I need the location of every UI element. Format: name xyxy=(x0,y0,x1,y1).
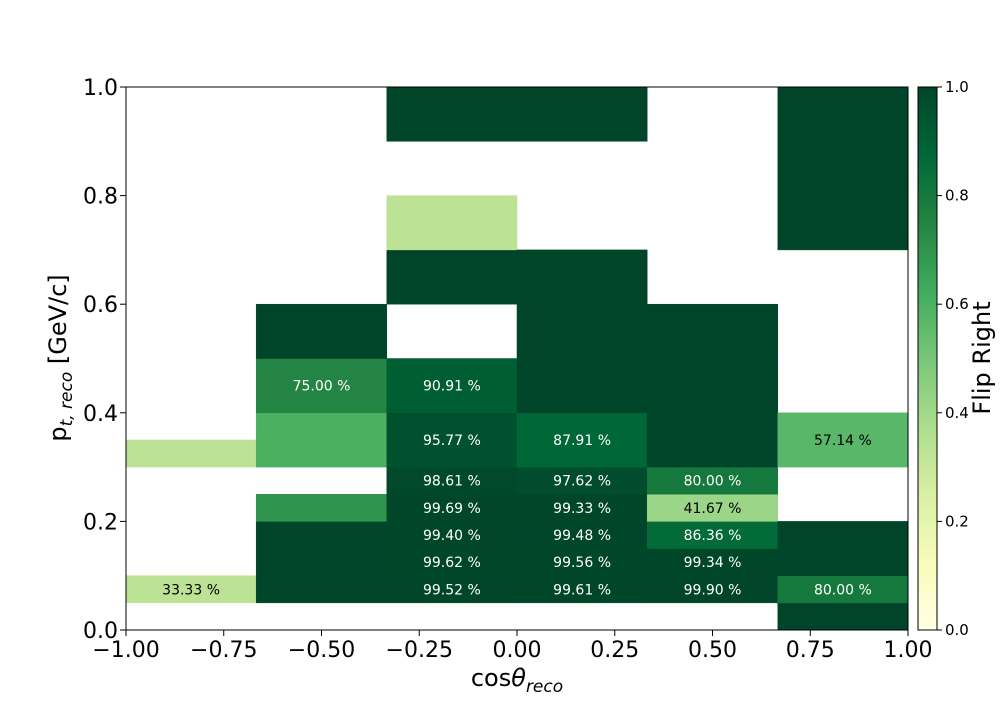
heatmap-cell-18 xyxy=(386,86,518,142)
colorbar-title: Flip Right xyxy=(968,301,996,414)
x-tick-label-0: −1.00 xyxy=(92,638,159,663)
x-tick-label-4: 0.00 xyxy=(493,638,542,663)
heatmap-cell-19 xyxy=(516,575,648,604)
heatmap-cell-27 xyxy=(516,249,648,305)
cell-label-19: 99.61 % xyxy=(553,582,611,598)
y-axis-ticks: 0.0 0.2 0.4 0.6 0.8 1.0 xyxy=(83,76,126,644)
cell-label-0: 33.33 % xyxy=(162,582,220,598)
heatmap-cell-21 xyxy=(516,521,648,549)
heatmap-cell-34 xyxy=(646,412,779,468)
cell-label-21: 99.48 % xyxy=(553,528,611,544)
cell-label-29: 99.90 % xyxy=(684,582,742,598)
colorbar-tick-label-1: 0.2 xyxy=(945,512,969,530)
heatmap-cell-25 xyxy=(516,358,648,414)
cell-label-10: 99.62 % xyxy=(423,555,481,571)
cell-label-20: 99.56 % xyxy=(553,555,611,571)
heatmap-cell-31 xyxy=(646,521,779,549)
cell-label-13: 98.61 % xyxy=(423,474,481,490)
colorbar-tick-label-2: 0.4 xyxy=(945,404,969,422)
heatmap-cell-3 xyxy=(255,548,388,576)
cell-label-14: 95.77 % xyxy=(423,433,481,449)
heatmap-cell-37 xyxy=(777,602,909,631)
y-tick-label-1: 0.2 xyxy=(83,510,118,535)
heatmap-cell-26 xyxy=(516,303,648,359)
cell-label-32: 41.67 % xyxy=(684,501,742,517)
colorbar-ticks: 0.0 0.2 0.4 0.6 0.8 1.0 xyxy=(937,78,969,639)
heatmap-cell-12 xyxy=(386,494,518,522)
colorbar-tick-label-5: 1.0 xyxy=(945,78,969,96)
cell-label-38: 80.00 % xyxy=(814,582,872,598)
heatmap-cell-41 xyxy=(777,412,909,468)
x-tick-label-6: 0.50 xyxy=(688,638,737,663)
cell-label-11: 99.40 % xyxy=(423,528,481,544)
heatmap-cell-17 xyxy=(386,195,518,251)
heatmap-cell-10 xyxy=(386,548,518,576)
heatmap-cell-11 xyxy=(386,521,518,549)
cell-label-7: 75.00 % xyxy=(293,379,351,395)
heatmap-cell-22 xyxy=(516,494,648,522)
y-axis-title: pt, reco [GeV/c] xyxy=(44,274,77,441)
heatmap-cell-36 xyxy=(646,303,779,359)
cell-labels: 33.33 % 75.00 % 99.52 % 99.62 % 99.40 % 99.69… xyxy=(162,379,872,599)
heatmap-cell-33 xyxy=(646,466,779,495)
heatmap-cell-14 xyxy=(386,412,518,468)
heatmap-cell-35 xyxy=(646,358,779,414)
cell-label-12: 99.69 % xyxy=(423,501,481,517)
cell-label-9: 99.52 % xyxy=(423,582,481,598)
heatmap-cell-7 xyxy=(255,358,388,414)
x-tick-label-7: 0.75 xyxy=(786,638,835,663)
cell-label-33: 80.00 % xyxy=(684,474,742,490)
x-axis-title: cosθreco xyxy=(471,664,563,697)
cell-label-22: 99.33 % xyxy=(553,501,611,517)
heatmap-cell-39 xyxy=(777,548,909,576)
heatmap-cell-6 xyxy=(255,412,388,468)
heatmap-cell-15 xyxy=(386,358,518,414)
colorbar-tick-label-3: 0.6 xyxy=(945,295,969,313)
heatmap-cell-13 xyxy=(386,466,518,495)
x-axis-ticks: −1.00 −0.75 −0.50 −0.25 0.00 0.25 0.50 0.75 1.00 xyxy=(92,630,932,663)
y-tick-label-0: 0.0 xyxy=(83,619,118,644)
cell-label-30: 99.34 % xyxy=(684,555,742,571)
heatmap-cell-2 xyxy=(255,575,388,604)
heatmap-cell-8 xyxy=(255,303,388,359)
heatmap-cell-42 xyxy=(777,86,909,251)
heatmap-cell-29 xyxy=(646,575,779,604)
heatmap-cells xyxy=(125,86,909,631)
y-tick-label-2: 0.4 xyxy=(83,402,118,427)
x-tick-label-8: 1.00 xyxy=(884,638,933,663)
cell-label-23: 97.62 % xyxy=(553,474,611,490)
colorbar xyxy=(917,86,938,631)
colorbar-tick-label-0: 0.0 xyxy=(945,621,969,639)
colorbar-tick-label-4: 0.8 xyxy=(945,187,969,205)
heatmap-cell-16 xyxy=(386,249,518,305)
y-tick-label-4: 0.8 xyxy=(83,185,118,210)
heatmap-cell-0 xyxy=(125,575,257,604)
heatmap-cell-4 xyxy=(255,521,388,549)
cell-label-24: 87.91 % xyxy=(553,433,611,449)
heatmap-cell-38 xyxy=(777,575,909,604)
heatmap-cell-40 xyxy=(777,521,909,549)
y-tick-label-3: 0.6 xyxy=(83,293,118,318)
heatmap-cell-1 xyxy=(125,439,257,468)
x-tick-label-5: 0.25 xyxy=(590,638,639,663)
cell-label-15: 90.91 % xyxy=(423,379,481,395)
heatmap-cell-24 xyxy=(516,412,648,468)
heatmap-cell-5 xyxy=(255,494,388,522)
x-tick-label-2: −0.50 xyxy=(288,638,355,663)
heatmap-cell-32 xyxy=(646,494,779,522)
y-tick-label-5: 1.0 xyxy=(83,76,118,101)
cell-label-31: 86.36 % xyxy=(684,528,742,544)
x-tick-label-1: −0.75 xyxy=(190,638,257,663)
heatmap-cell-28 xyxy=(516,86,648,142)
cell-label-41: 57.14 % xyxy=(814,433,872,449)
x-tick-label-3: −0.25 xyxy=(386,638,453,663)
heatmap-cell-30 xyxy=(646,548,779,576)
